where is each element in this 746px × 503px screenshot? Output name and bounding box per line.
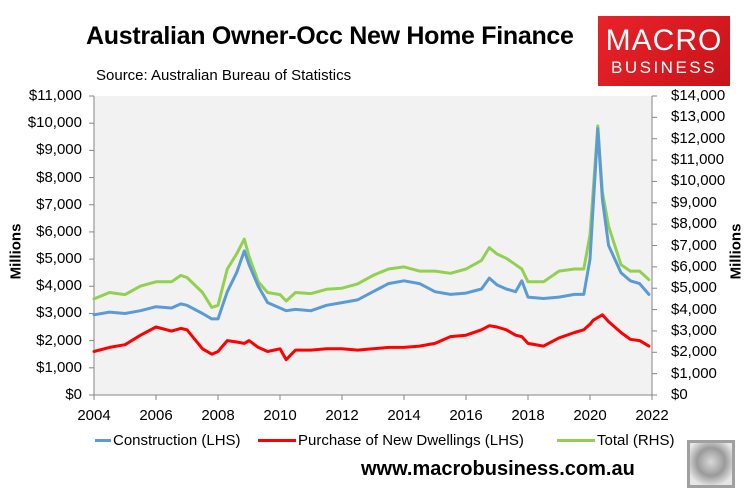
y2-tick-label: $5,000 [671, 279, 717, 297]
y-tick-label: $3,000 [36, 304, 82, 322]
x-tick-label: 2010 [263, 407, 297, 424]
y2-tick-label: $11,000 [671, 151, 725, 169]
y-tick-label: $6,000 [36, 222, 82, 240]
legend-item-total: Total (RHS) [557, 432, 675, 449]
legend-swatch-purchase [258, 439, 296, 442]
series-lines [92, 124, 651, 362]
y2-tick-label: $1,000 [671, 364, 717, 382]
y-axis-left-label: Millions [7, 223, 25, 280]
x-tick-label: 2008 [201, 407, 235, 424]
chart-title: Australian Owner-Occ New Home Finance [86, 22, 574, 50]
y2-tick-label: $7,000 [671, 236, 717, 254]
y2-tick-label: $9,000 [671, 193, 717, 211]
y2-tick-label: $6,000 [671, 257, 717, 275]
footer-url: www.macrobusiness.com.au [361, 458, 635, 480]
x-tick-label: 2020 [573, 407, 607, 424]
logo-line2: BUSINESS [611, 58, 717, 77]
legend-swatch-construction [95, 439, 111, 442]
legend-swatch-total [557, 439, 595, 442]
series-line-total [92, 124, 651, 309]
y-axis-right-label: Millions [727, 223, 745, 280]
logo-line1: MACRO [605, 24, 723, 57]
x-tick-label: 2016 [449, 407, 483, 424]
x-tick-label: 2014 [387, 407, 421, 424]
y-tick-label: $7,000 [36, 195, 82, 213]
y-tick-label: $2,000 [36, 331, 82, 349]
y-tick-label: $1,000 [36, 358, 82, 376]
plot-background [94, 96, 652, 395]
y2-tick-label: $14,000 [671, 87, 726, 104]
y2-tick-label: $12,000 [671, 129, 726, 147]
y-tick-label: $8,000 [36, 168, 82, 186]
x-tick-label: 2018 [511, 407, 545, 424]
y2-tick-label: $2,000 [671, 343, 717, 361]
y2-tick-label: $3,000 [671, 321, 717, 339]
axes [89, 95, 657, 400]
legend-item-purchase: Purchase of New Dwellings (LHS) [258, 432, 524, 449]
y-tick-label: $4,000 [36, 277, 82, 295]
y-tick-label: $11,000 [28, 87, 82, 104]
y2-tick-label: $8,000 [671, 215, 717, 233]
x-tick-label: 2006 [139, 407, 173, 424]
y-tick-label: $9,000 [36, 141, 82, 159]
legend-label: Construction (LHS) [113, 432, 241, 449]
y-tick-label: $0 [65, 386, 82, 403]
x-tick-label: 2012 [325, 407, 359, 424]
wolf-logo-icon [687, 440, 735, 488]
y-tick-label: $5,000 [36, 250, 82, 268]
x-tick-label: 2004 [77, 407, 111, 424]
legend-label: Total (RHS) [597, 432, 675, 449]
y2-tick-label: $0 [671, 386, 688, 403]
macrobusiness-logo: MACRO BUSINESS [598, 16, 730, 86]
series-line-construction [92, 127, 651, 321]
y2-tick-label: $4,000 [671, 300, 717, 318]
series-line-purchase [92, 313, 651, 362]
legend-label: Purchase of New Dwellings (LHS) [298, 432, 524, 449]
legend-item-construction: Construction (LHS) [95, 432, 241, 449]
chart-source: Source: Australian Bureau of Statistics [96, 67, 352, 84]
x-tick-label: 2022 [635, 407, 669, 424]
y2-tick-label: $13,000 [671, 108, 726, 126]
y-tick-label: $10,000 [27, 114, 82, 132]
y2-tick-label: $10,000 [671, 172, 726, 190]
